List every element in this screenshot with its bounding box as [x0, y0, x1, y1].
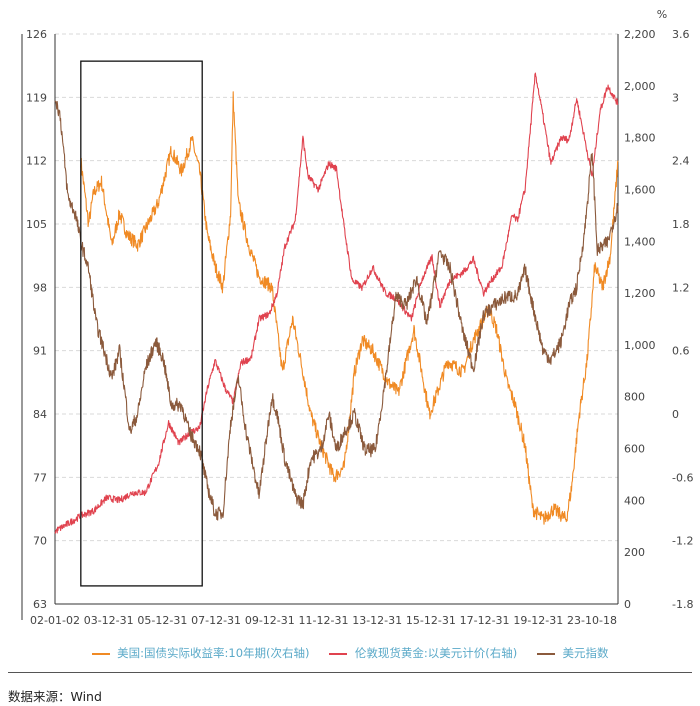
- x-tick-label-4: 09-12-31: [245, 614, 295, 627]
- right2-tick-label-7: -0.6: [672, 471, 693, 484]
- x-tick-label-10: 23-10-18: [567, 614, 617, 627]
- right1-tick-label-7: 800: [624, 391, 645, 404]
- legend-item-real-yield: 美国:国债实际收益率:10年期(次右轴): [91, 645, 310, 661]
- right2-tick-label-3: 1.8: [672, 218, 690, 231]
- series-line-gold: [54, 72, 619, 534]
- legend-label-real-yield: 美国:国债实际收益率:10年期(次右轴): [117, 646, 310, 660]
- right-unit-label: %: [657, 8, 667, 21]
- x-tick-label-9: 19-12-31: [513, 614, 563, 627]
- series-line-real-yield: [80, 91, 619, 525]
- right2-tick-label-1: 3: [672, 91, 679, 104]
- series-line-dollar-index: [54, 100, 619, 521]
- right1-tick-label-8: 600: [624, 443, 645, 456]
- chart: 126 119 112 105 98 91 84 77 70 63 2,200 2,000 1,800 1…: [21, 8, 693, 627]
- right2-tick-label-6: 0: [672, 408, 679, 421]
- left-tick-label-6: 84: [33, 408, 47, 421]
- x-tick-label-0: 02-01-02: [30, 614, 80, 627]
- right1-tick-label-4: 1,400: [624, 235, 656, 248]
- right1-tick-label-5: 1,200: [624, 287, 656, 300]
- right1-tick-label-6: 1,000: [624, 339, 656, 352]
- x-tick-label-8: 17-12-31: [460, 614, 510, 627]
- legend-item-gold: 伦敦现货黄金:以美元计价(右轴): [329, 645, 517, 661]
- gridlines: [55, 33, 618, 605]
- x-tick-label-7: 15-12-31: [406, 614, 456, 627]
- legend: 美国:国债实际收益率:10年期(次右轴) 伦敦现货黄金:以美元计价(右轴) 美元…: [0, 645, 700, 661]
- axes: [21, 34, 619, 620]
- legend-swatch-real-yield: [91, 652, 110, 655]
- x-tick-label-2: 05-12-31: [137, 614, 187, 627]
- right1-tick-label-2: 1,800: [624, 132, 656, 145]
- left-tick-label-9: 63: [33, 598, 47, 611]
- left-tick-label-1: 119: [26, 91, 47, 104]
- right1-tick-label-0: 2,200: [624, 28, 656, 41]
- left-tick-label-3: 105: [26, 218, 47, 231]
- x-tick-label-6: 13-12-31: [352, 614, 402, 627]
- right1-tick-label-1: 2,000: [624, 80, 656, 93]
- legend-label-gold: 伦敦现货黄金:以美元计价(右轴): [354, 646, 518, 660]
- left-tick-label-4: 98: [33, 281, 47, 294]
- tick-labels: 126 119 112 105 98 91 84 77 70 63 2,200 2,000 1,800 1…: [26, 8, 693, 627]
- right1-tick-label-11: 0: [624, 598, 631, 611]
- legend-label-dollar-index: 美元指数: [562, 646, 609, 660]
- right1-tick-label-9: 400: [624, 494, 645, 507]
- left-tick-label-8: 70: [33, 535, 47, 548]
- x-tick-label-5: 11-12-31: [299, 614, 349, 627]
- divider: [8, 672, 692, 673]
- series-lines: [54, 72, 619, 534]
- right2-tick-label-9: -1.8: [672, 598, 693, 611]
- right2-tick-label-2: 2.4: [672, 155, 690, 168]
- left-tick-label-0: 126: [26, 28, 47, 41]
- right2-tick-label-8: -1.2: [672, 535, 693, 548]
- highlight-box: [80, 60, 203, 587]
- left-tick-label-7: 77: [33, 471, 47, 484]
- legend-item-dollar-index: 美元指数: [536, 645, 609, 661]
- highlight-rect: [80, 60, 203, 587]
- right1-tick-label-3: 1,600: [624, 183, 656, 196]
- right2-tick-label-0: 3.6: [672, 28, 690, 41]
- right2-tick-label-4: 1.2: [672, 281, 690, 294]
- right1-tick-label-10: 200: [624, 546, 645, 559]
- left-tick-label-5: 91: [33, 345, 47, 358]
- x-tick-label-3: 07-12-31: [191, 614, 241, 627]
- legend-swatch-dollar-index: [536, 652, 555, 655]
- x-tick-label-1: 03-12-31: [84, 614, 134, 627]
- source-note: 数据来源：Wind: [8, 689, 102, 704]
- legend-swatch-gold: [329, 652, 348, 655]
- left-tick-label-2: 112: [26, 155, 47, 168]
- right2-tick-label-5: 0.6: [672, 345, 690, 358]
